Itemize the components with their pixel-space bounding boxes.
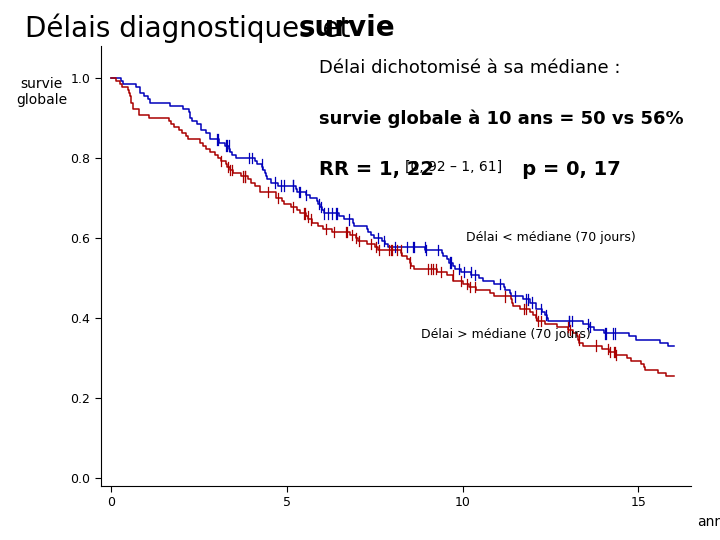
Text: survie: survie	[299, 14, 395, 42]
Text: RR = 1, 22: RR = 1, 22	[319, 160, 441, 179]
Text: Délai < médiane (70 jours): Délai < médiane (70 jours)	[467, 231, 636, 244]
Text: Délai dichotomisé à sa médiane :: Délai dichotomisé à sa médiane :	[319, 59, 621, 77]
Text: survie globale à 10 ans = 50 vs 56%: survie globale à 10 ans = 50 vs 56%	[319, 110, 684, 128]
Text: p = 0, 17: p = 0, 17	[503, 160, 621, 179]
Text: années: années	[697, 515, 720, 529]
Text: Délai > médiane (70 jours): Délai > médiane (70 jours)	[420, 328, 590, 341]
Text: [0, 92 – 1, 61]: [0, 92 – 1, 61]	[405, 160, 502, 174]
Text: Délais diagnostiques et: Délais diagnostiques et	[25, 14, 359, 43]
Text: survie
globale: survie globale	[16, 77, 68, 107]
